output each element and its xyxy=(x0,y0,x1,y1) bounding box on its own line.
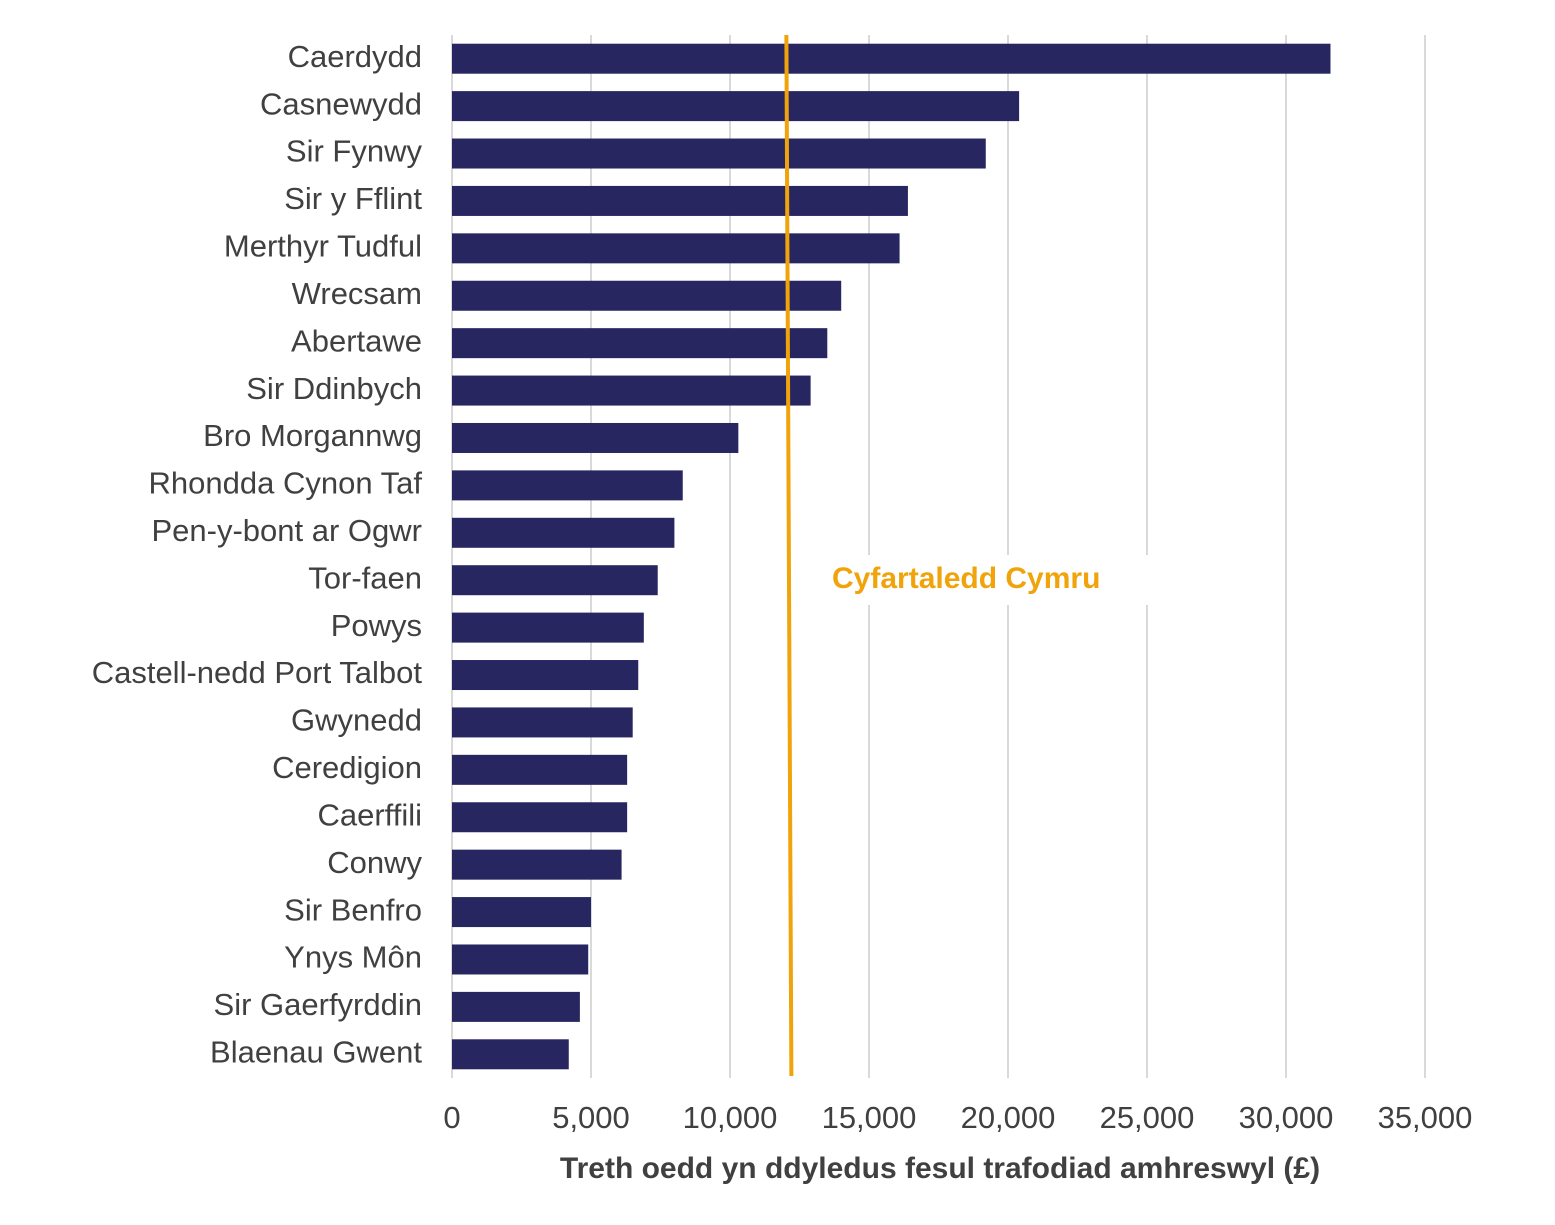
y-tick-label: Rhondda Cynon Taf xyxy=(149,466,423,501)
y-tick-label: Powys xyxy=(331,608,422,643)
x-tick-label: 0 xyxy=(443,1100,460,1135)
y-tick-label: Tor-faen xyxy=(308,560,422,595)
y-tick-label: Merthyr Tudful xyxy=(224,229,422,264)
x-tick-label: 15,000 xyxy=(822,1100,917,1135)
y-tick-label: Sir Benfro xyxy=(284,892,422,927)
y-tick-label: Abertawe xyxy=(291,323,422,358)
bar xyxy=(452,612,644,643)
y-tick-label: Caerffili xyxy=(317,797,422,832)
x-tick-label: 30,000 xyxy=(1239,1100,1334,1135)
y-tick-label: Sir Gaerfyrddin xyxy=(214,987,422,1022)
bar xyxy=(452,565,658,596)
bar xyxy=(452,754,628,785)
bar xyxy=(452,138,986,169)
y-tick-label: Casnewydd xyxy=(260,86,422,121)
y-tick-label: Ynys Môn xyxy=(284,940,422,975)
bar xyxy=(452,802,628,833)
x-tick-label: 25,000 xyxy=(1100,1100,1195,1135)
y-tick-label: Pen-y-bont ar Ogwr xyxy=(152,513,423,548)
x-tick-label: 10,000 xyxy=(683,1100,778,1135)
bar xyxy=(452,91,1020,122)
y-tick-label: Wrecsam xyxy=(292,276,422,311)
x-tick-label: 35,000 xyxy=(1378,1100,1473,1135)
x-axis-title: Treth oedd yn ddyledus fesul trafodiad a… xyxy=(560,1152,1320,1185)
y-tick-label: Sir y Fflint xyxy=(284,181,422,216)
bar xyxy=(452,707,633,738)
y-tick-label: Sir Ddinbych xyxy=(246,371,422,406)
bar xyxy=(452,517,675,548)
y-tick-label: Caerdydd xyxy=(288,39,422,74)
y-tick-label: Conwy xyxy=(327,845,422,880)
bar xyxy=(452,897,591,928)
bar xyxy=(452,944,589,975)
x-tick-label: 20,000 xyxy=(961,1100,1056,1135)
bar xyxy=(452,849,622,880)
y-tick-label: Gwynedd xyxy=(291,703,422,738)
bar xyxy=(452,422,739,453)
annotation-background xyxy=(820,555,1150,605)
bar xyxy=(452,375,811,406)
bar xyxy=(452,470,683,501)
bar xyxy=(452,1039,569,1070)
y-tick-label: Sir Fynwy xyxy=(286,134,423,169)
annotation: Cyfartaledd Cymru xyxy=(832,562,1100,595)
y-tick-label: Blaenau Gwent xyxy=(210,1034,422,1069)
bar xyxy=(452,233,900,264)
reference-line xyxy=(784,34,794,1077)
bar xyxy=(452,660,639,691)
x-tick-label: 5,000 xyxy=(552,1100,630,1135)
bar xyxy=(452,280,842,311)
bar xyxy=(452,43,1331,74)
y-tick-label: Ceredigion xyxy=(272,750,422,785)
bar xyxy=(452,991,580,1022)
bar xyxy=(452,328,828,359)
y-tick-label: Castell-nedd Port Talbot xyxy=(92,655,423,690)
y-tick-label: Bro Morgannwg xyxy=(203,418,422,453)
bar xyxy=(452,185,908,216)
